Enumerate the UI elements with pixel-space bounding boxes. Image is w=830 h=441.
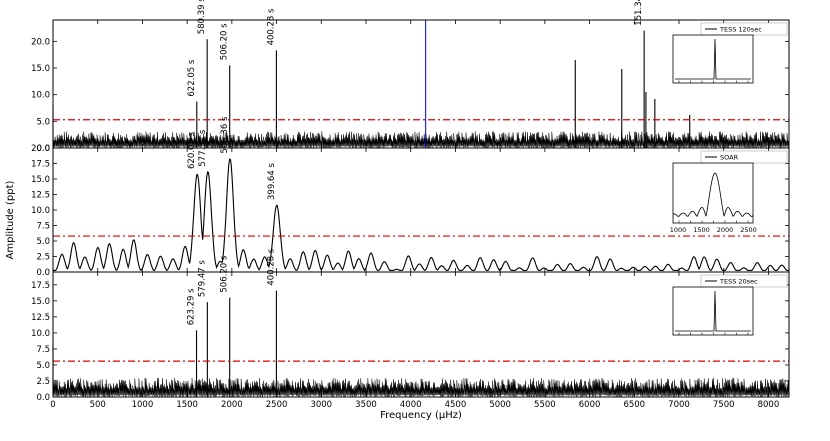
y-tick-label: 0.0 [36,393,50,403]
inset-trace [675,38,751,80]
inset-window: 1000 1500 2000 2500 [670,162,757,234]
peak-label-3: 506.20 s [220,255,230,292]
inset-tick-label: 1500 [693,226,710,234]
peak-label-4: 400.28 s [266,248,276,285]
y-tick-label: 10.0 [31,91,50,101]
y-tick-label: 10.0 [31,206,50,216]
y-tick-label: 10.0 [31,329,50,339]
y-tick-label: 2.5 [36,377,50,387]
x-tick-label: 6000 [579,400,601,410]
x-tick-label: 500 [90,400,106,410]
x-tick-label: 2000 [221,400,243,410]
x-tick-label: 4000 [400,400,422,410]
y-tick-label: 17.5 [31,160,50,170]
y-tick-label: 17.5 [31,281,50,291]
periodogram-trace [52,131,790,149]
inset-trace [675,290,751,332]
inset-trace [672,172,754,218]
x-tick-label: 5000 [489,400,511,410]
inset-tick-label: 2000 [717,226,734,234]
x-tick-label: 1000 [132,400,154,410]
x-tick-label: 3000 [310,400,332,410]
x-tick-label: 7000 [668,400,690,410]
x-tick-label: 8000 [758,400,780,410]
y-tick-label: 7.5 [36,222,50,232]
periodogram-trace [52,377,790,398]
peak-label-3: 505.36 s [220,116,230,153]
legend-label: TESS 20sec [719,278,758,286]
legend-label: SOAR [720,154,739,162]
y-tick-label: 5.0 [36,117,50,127]
inset-frame [672,34,754,84]
y-tick-label: 15.0 [31,175,50,185]
peak-label-4: 400.28 s [266,8,276,45]
x-tick-label: 5500 [534,400,556,410]
x-tick-label: 7500 [713,400,735,410]
y-tick-label: 0.0 [36,268,50,278]
y-tick-label: 20.0 [31,37,50,47]
y-tick-label: 5.0 [36,237,50,247]
peak-label-2: 579.47 s [197,260,207,297]
peak-label-3: 506.20 s [220,23,230,60]
legend: SOAR [700,150,788,164]
legend-label: TESS 120sec [719,26,762,34]
inset-window [672,34,754,84]
peak-label-1: 623.29 s [187,288,197,325]
y-tick-label: 12.5 [31,191,50,201]
y-tick-label: 20.0 [31,144,50,154]
inset-tick-label: 2500 [740,226,757,234]
legend: TESS 120sec [700,22,788,36]
y-tick-label: 15.0 [31,64,50,74]
inset-window [672,286,754,336]
y-tick-label: 2.5 [36,253,50,263]
y-axis-label: Amplitude (ppt) [5,180,16,259]
y-tick-label: 7.5 [36,345,50,355]
x-tick-label: 0 [50,400,55,410]
y-tick-label: 12.5 [31,313,50,323]
inset-frame [672,286,754,336]
x-tick-label: 2500 [266,400,288,410]
x-tick-label: 1500 [176,400,198,410]
peak-label-7: 151.34 s [634,0,644,26]
y-tick-label: 15.0 [31,297,50,307]
x-tick-label: 3500 [355,400,377,410]
peak-label-4: 399.64 s [267,163,277,200]
peak-label-1: 620.03 s [187,132,197,169]
y-tick-label: 0.0 [36,144,50,154]
y-tick-label: 5.0 [36,361,50,371]
panel-frame [52,271,790,398]
x-axis-label: Frequency (μHz) [380,410,462,421]
x-tick-label: 4500 [445,400,467,410]
legend: TESS 20sec [700,274,788,288]
peak-label-1: 622.05 s [187,59,197,96]
periodogram-trace [53,158,789,272]
x-tick-label: 6500 [623,400,645,410]
inset-tick-label: 1000 [670,226,687,234]
peak-label-2: 580.39 s [197,0,207,34]
panel-1: 622.05 s 580.39 s 506.20 s 400.28 s 151.34 s… [31,0,790,154]
